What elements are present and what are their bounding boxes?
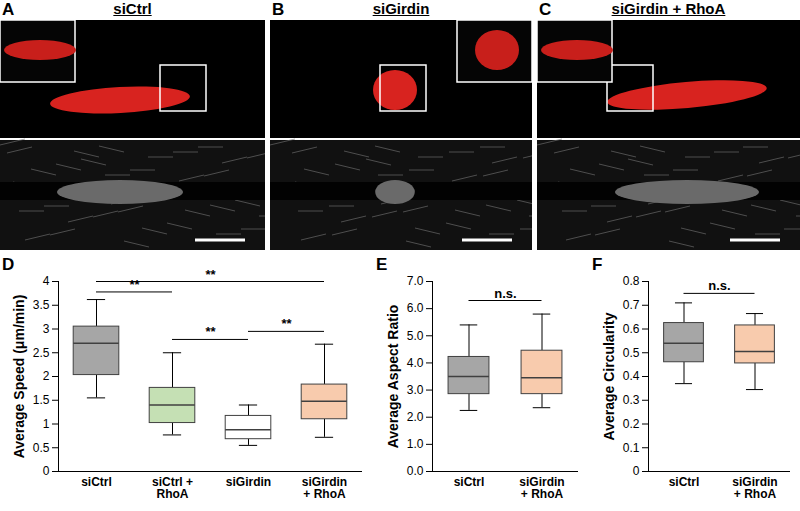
svg-text:0.1: 0.1 — [623, 441, 640, 455]
svg-text:3: 3 — [43, 322, 50, 336]
svg-text:3.5: 3.5 — [33, 298, 50, 312]
svg-text:2.0: 2.0 — [407, 410, 424, 424]
svg-text:6.0: 6.0 — [407, 301, 424, 315]
html-text:B: B — [272, 0, 285, 19]
svg-text:2: 2 — [43, 369, 50, 383]
svg-text:4.0: 4.0 — [407, 356, 424, 370]
svg-text:**: ** — [281, 316, 292, 331]
html-text:A: A — [2, 0, 15, 19]
html-text:siGirdin: siGirdin — [372, 0, 430, 17]
html-text:siGirdin + RhoA: siGirdin + RhoA — [611, 0, 726, 17]
svg-text:1.5: 1.5 — [33, 393, 50, 407]
svg-text:1: 1 — [43, 417, 50, 431]
svg-text:0.0: 0.0 — [407, 464, 424, 478]
svg-text:**: ** — [205, 267, 216, 282]
svg-text:0.5: 0.5 — [33, 441, 50, 455]
svg-text:siGirdin+ RhoA: siGirdin+ RhoA — [519, 475, 564, 501]
svg-text:2.5: 2.5 — [33, 346, 50, 360]
html-text:E: E — [376, 255, 388, 274]
svg-text:0.4: 0.4 — [623, 369, 640, 383]
svg-text:5.0: 5.0 — [407, 329, 424, 343]
svg-text:siCtrl: siCtrl — [669, 475, 700, 489]
svg-text:3.0: 3.0 — [407, 383, 424, 397]
svg-text:0.2: 0.2 — [623, 417, 640, 431]
svg-text:siCtrl: siCtrl — [81, 475, 112, 489]
svg-text:0.8: 0.8 — [623, 274, 640, 288]
html-text:F: F — [592, 255, 603, 274]
svg-text:**: ** — [205, 324, 216, 339]
svg-text:n.s.: n.s. — [494, 286, 516, 301]
html-text:siCtrl: siCtrl — [113, 0, 152, 17]
svg-text:0: 0 — [43, 464, 50, 478]
svg-text:**: ** — [129, 277, 140, 292]
html-text:C: C — [539, 0, 552, 19]
svg-text:Average Speed (μm/min): Average Speed (μm/min) — [11, 295, 27, 459]
svg-text:siCtrl +RhoA: siCtrl +RhoA — [152, 475, 193, 501]
svg-text:n.s.: n.s. — [708, 278, 730, 293]
svg-text:0.3: 0.3 — [623, 393, 640, 407]
svg-text:0.7: 0.7 — [623, 298, 640, 312]
svg-text:siCtrl: siCtrl — [454, 475, 485, 489]
svg-text:0: 0 — [633, 464, 640, 478]
svg-text:siGirdin+ RhoA: siGirdin+ RhoA — [732, 475, 777, 501]
svg-text:7.0: 7.0 — [407, 274, 424, 288]
svg-text:4: 4 — [43, 274, 50, 288]
svg-text:siGirdin+ RhoA: siGirdin+ RhoA — [302, 475, 347, 501]
svg-text:0.6: 0.6 — [623, 322, 640, 336]
html-text:D: D — [2, 255, 15, 274]
svg-text:siGirdin: siGirdin — [226, 475, 271, 489]
svg-text:Average Circularity: Average Circularity — [601, 312, 617, 440]
svg-text:Average Aspect Ratio: Average Aspect Ratio — [385, 305, 401, 449]
svg-text:1.0: 1.0 — [407, 437, 424, 451]
svg-text:0.5: 0.5 — [623, 346, 640, 360]
